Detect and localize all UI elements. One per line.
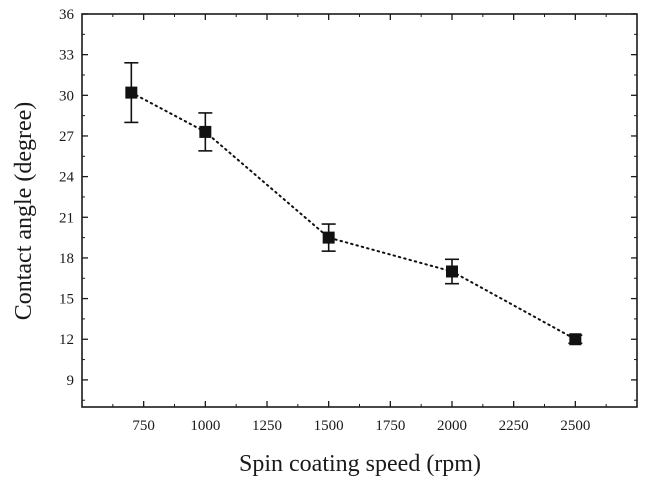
data-point: [446, 265, 458, 278]
data-point: [569, 333, 582, 346]
x-tick-label: 1500: [314, 418, 344, 434]
x-tick-label: 750: [132, 418, 155, 434]
data-point: [199, 125, 212, 138]
x-tick-label: 1000: [190, 418, 220, 434]
y-tick-label: 15: [59, 292, 74, 308]
y-tick-label: 33: [59, 48, 74, 64]
x-tick-label: 2000: [437, 418, 467, 434]
series-connector-line: [130, 91, 577, 341]
x-tick-label: 2500: [560, 418, 590, 434]
y-axis-title: Contact angle (degree): [11, 102, 37, 321]
y-tick-label: 36: [59, 7, 75, 23]
y-tick-label: 9: [67, 373, 75, 389]
y-tick-label: 24: [59, 170, 75, 186]
data-point: [322, 231, 335, 244]
x-tick-label: 2250: [499, 418, 529, 434]
data-point: [125, 86, 138, 99]
plot-frame: [81, 13, 638, 408]
x-tick-label: 1250: [252, 418, 282, 434]
y-tick-label: 21: [59, 210, 74, 226]
y-tick-label: 27: [59, 129, 75, 145]
y-tick-label: 30: [59, 88, 74, 104]
y-tick-label: 18: [59, 251, 74, 267]
plot-area: 750 1000 1250 1500 1750 2000 2250 2500 9 12 15 18 21…: [59, 7, 638, 434]
y-tick-label: 12: [59, 332, 74, 348]
x-axis-title: Spin coating speed (rpm): [239, 451, 481, 477]
x-tick-label: 1750: [375, 418, 405, 434]
